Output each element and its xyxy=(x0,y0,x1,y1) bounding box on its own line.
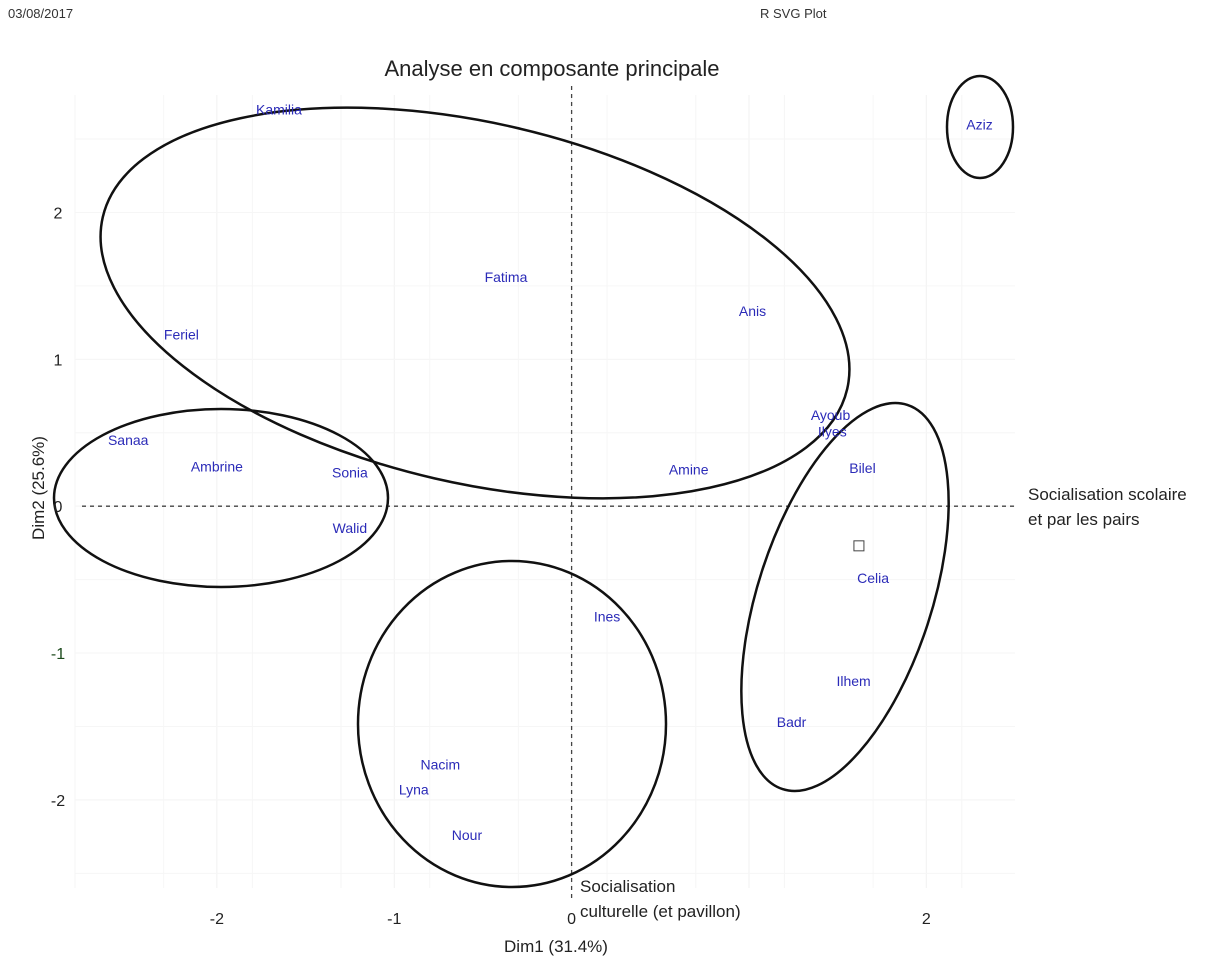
point-label: Kamilia xyxy=(256,102,302,118)
annotation-y-axis-label: culturelle (et pavillon) xyxy=(580,902,741,921)
point-label: Ayoub xyxy=(811,407,851,423)
reference-lines xyxy=(82,86,1015,900)
y-tick-label: 2 xyxy=(54,205,63,222)
point-label: Aziz xyxy=(966,116,992,132)
point-label: Ilhem xyxy=(836,673,870,689)
chart-title: Analyse en composante principale xyxy=(384,56,719,81)
point-label: Amine xyxy=(669,461,709,477)
x-tick-label: -2 xyxy=(210,911,224,928)
cluster-ellipse-3 xyxy=(52,407,390,589)
annotations: Socialisation scolaire et par les pairs So… xyxy=(580,485,1187,921)
tick-labels: -2 -1 0 2 -2 -1 0 1 2 xyxy=(51,205,931,928)
cluster-ellipses xyxy=(52,74,1015,889)
point-label: Bilel xyxy=(849,460,875,476)
point-label: Sonia xyxy=(332,464,368,480)
annotation-x-axis-label: Socialisation scolaire xyxy=(1028,485,1187,504)
point-label: Celia xyxy=(857,570,889,586)
y-tick-label: 1 xyxy=(54,352,63,369)
point-label: Fatima xyxy=(485,269,528,285)
y-tick-label: -1 xyxy=(51,646,65,663)
point-label: Badr xyxy=(777,714,807,730)
x-tick-label: 0 xyxy=(567,911,576,928)
point-label: Feriel xyxy=(164,326,199,342)
point-label: Ambrine xyxy=(191,459,243,475)
point-label: Nour xyxy=(452,827,483,843)
x-tick-label: 2 xyxy=(922,911,931,928)
annotation-x-axis-label: et par les pairs xyxy=(1028,510,1140,529)
plot-date: 03/08/2017 xyxy=(8,6,74,21)
x-tick-label: -1 xyxy=(387,911,401,928)
y-tick-label: 0 xyxy=(54,499,63,516)
point-label: Anis xyxy=(739,303,766,319)
cluster-ellipse-1 xyxy=(99,106,851,500)
point-label: Lyna xyxy=(399,782,429,798)
y-axis-title: Dim2 (25.6%) xyxy=(29,436,48,540)
plot-source-label: R SVG Plot xyxy=(760,6,827,21)
cluster-ellipse-4 xyxy=(356,559,668,889)
point-label: Nacim xyxy=(421,757,461,773)
cluster-ellipse-5 xyxy=(740,401,950,793)
point-label: Ines xyxy=(594,608,620,624)
y-tick-label: -2 xyxy=(51,793,65,810)
grid xyxy=(74,95,1015,888)
point-label: Sanaa xyxy=(108,432,149,448)
open-square-marker xyxy=(853,540,865,552)
cluster-ellipse-2 xyxy=(945,74,1015,180)
annotation-y-axis-label: Socialisation xyxy=(580,877,675,896)
point-label: Ilyes xyxy=(818,423,847,439)
x-axis-title: Dim1 (31.4%) xyxy=(504,937,608,956)
point-label: Walid xyxy=(333,520,368,536)
